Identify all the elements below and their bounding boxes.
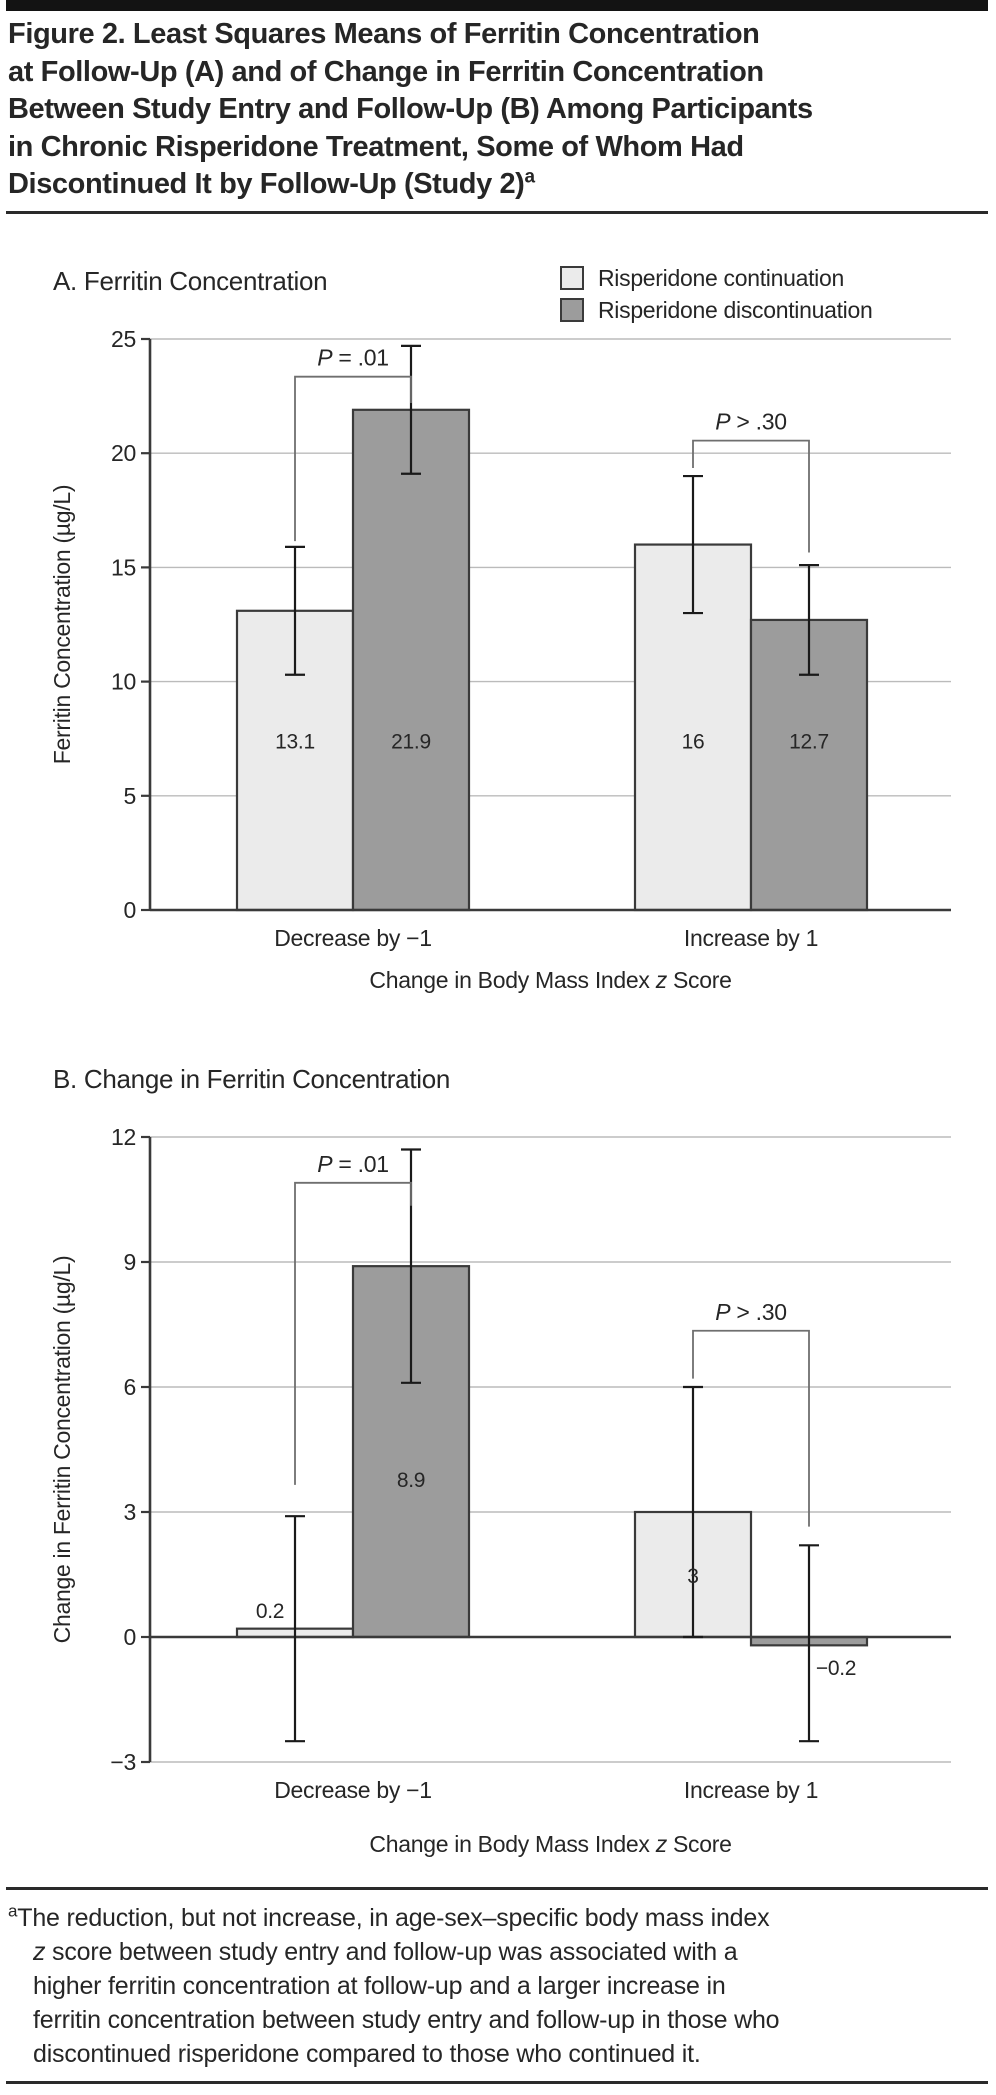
- discontinuation-swatch-icon: [560, 298, 584, 322]
- y-tick-label: 6: [124, 1374, 137, 1400]
- bottom-divider: [6, 2081, 988, 2084]
- bar-value-label: 21.9: [391, 730, 431, 753]
- error-bar: [401, 344, 421, 475]
- x-category-label: Decrease by −1: [274, 1777, 432, 1803]
- legend-label-discontinuation: Risperidone discontinuation: [598, 296, 873, 323]
- x-category-label: Increase by 1: [684, 925, 818, 951]
- y-axis-title: Ferritin Concentration (µg/L): [49, 485, 75, 764]
- y-tick-label: 25: [111, 326, 136, 352]
- figure-title: Figure 2. Least Squares Means of Ferriti…: [8, 16, 990, 204]
- footnote-text: The reduction, but not increase, in age-…: [17, 1904, 770, 1932]
- y-tick-label: 12: [111, 1124, 136, 1150]
- bar-discontinuation-group0: [351, 408, 471, 912]
- x-axis-title: Change in Body Mass Index z Score: [369, 1831, 731, 1857]
- bar-value-label: 16: [682, 730, 705, 753]
- footnote-text: score between study entry and follow-up …: [33, 1938, 780, 2068]
- bar-value-label: −0.2: [816, 1657, 856, 1680]
- panel-b-title: B. Change in Ferritin Concentration: [53, 1064, 451, 1094]
- significance-bracket: [294, 375, 412, 542]
- significance-bracket: [692, 1329, 810, 1527]
- footnote-italic-z: z: [33, 1938, 46, 1966]
- footnote-divider: [6, 1887, 988, 1890]
- continuation-swatch-icon: [560, 266, 584, 290]
- y-tick-label: 0: [124, 897, 137, 923]
- title-footnote-marker: a: [524, 166, 535, 188]
- panel-a-title: A. Ferritin Concentration: [53, 266, 328, 296]
- y-tick-label: 20: [111, 440, 136, 466]
- significance-bracket: [294, 1181, 412, 1485]
- legend-item-continuation: Risperidone continuation: [560, 265, 872, 291]
- legend-item-discontinuation: Risperidone discontinuation: [560, 296, 873, 323]
- y-tick-label: −3: [110, 1749, 136, 1775]
- y-axis-title: Change in Ferritin Concentration (µg/L): [49, 1256, 75, 1644]
- x-axis-title: Change in Body Mass Index z Score: [369, 967, 731, 993]
- figure-title-text: Figure 2. Least Squares Means of Ferriti…: [8, 18, 813, 200]
- y-tick-label: 5: [124, 783, 137, 809]
- p-value-label: P > .30: [715, 409, 786, 435]
- error-bar: [285, 1515, 305, 1743]
- y-tick-label: 0: [124, 1624, 137, 1650]
- error-bar: [799, 1544, 819, 1743]
- error-bar: [683, 1385, 703, 1639]
- p-value-label: P = .01: [317, 345, 388, 371]
- error-bar: [799, 564, 819, 676]
- bar-value-label: 0.2: [256, 1600, 284, 1623]
- error-bar: [285, 545, 305, 676]
- x-category-label: Decrease by −1: [274, 925, 432, 951]
- p-value-label: P > .30: [715, 1299, 786, 1325]
- x-category-label: Increase by 1: [684, 1777, 818, 1803]
- footnote: aThe reduction, but not increase, in age…: [8, 1901, 996, 2071]
- bar-value-label: 8.9: [397, 1469, 425, 1492]
- legend: Risperidone continuation Risperidone dis…: [560, 265, 873, 329]
- top-black-bar: [6, 0, 988, 11]
- footnote-marker: a: [8, 1901, 18, 1921]
- legend-label-continuation: Risperidone continuation: [598, 264, 844, 291]
- significance-bracket: [692, 439, 810, 553]
- bar-value-label: 12.7: [789, 730, 829, 753]
- chart-b-change-in-ferritin-concentration: −3 0 3 6 9 12 0.2 8.9 3 −0.2 P = .01 P > .30 Decreas…: [49, 1124, 951, 1857]
- title-divider: [6, 211, 988, 214]
- error-bar: [683, 474, 703, 615]
- p-value-label: P = .01: [317, 1151, 388, 1177]
- chart-a-ferritin-concentration: 0 5 10 15 20 25 13.1 21.9 16 12.7 P = .01 P > .30 De…: [49, 326, 951, 993]
- y-tick-label: 9: [124, 1249, 137, 1275]
- bar-value-label: 13.1: [275, 730, 315, 753]
- y-tick-label: 10: [111, 669, 136, 695]
- y-tick-label: 15: [111, 554, 136, 580]
- y-tick-label: 3: [124, 1499, 137, 1525]
- bar-value-label: 3: [687, 1565, 698, 1588]
